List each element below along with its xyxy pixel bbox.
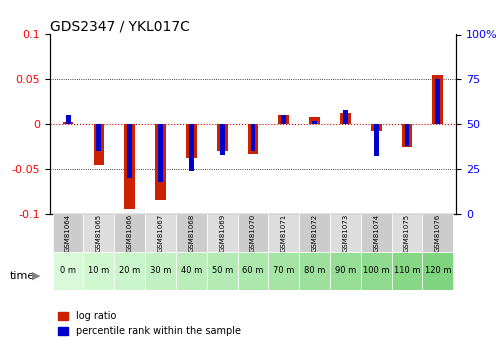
FancyBboxPatch shape: [330, 214, 361, 252]
Text: GSM81069: GSM81069: [219, 214, 225, 252]
Text: 120 m: 120 m: [425, 266, 451, 275]
FancyBboxPatch shape: [268, 214, 299, 252]
FancyBboxPatch shape: [238, 252, 268, 290]
Text: 30 m: 30 m: [150, 266, 171, 275]
Bar: [405, 124, 409, 146]
FancyBboxPatch shape: [207, 214, 238, 252]
FancyBboxPatch shape: [299, 252, 330, 290]
FancyBboxPatch shape: [83, 252, 114, 290]
Text: 60 m: 60 m: [242, 266, 264, 275]
Text: 40 m: 40 m: [181, 266, 202, 275]
Bar: [124, 124, 135, 209]
Text: 50 m: 50 m: [211, 266, 233, 275]
Bar: [65, 115, 70, 124]
Text: GSM81071: GSM81071: [281, 214, 287, 252]
Bar: [281, 115, 286, 124]
Text: GSM81066: GSM81066: [126, 214, 133, 252]
Text: GSM81073: GSM81073: [342, 214, 348, 252]
Bar: [433, 75, 443, 124]
Bar: [189, 124, 194, 171]
Bar: [343, 110, 348, 124]
Bar: [97, 124, 101, 151]
Bar: [312, 121, 317, 124]
Text: GSM81075: GSM81075: [404, 214, 410, 252]
FancyBboxPatch shape: [330, 252, 361, 290]
Bar: [186, 124, 197, 158]
Bar: [155, 124, 166, 200]
Bar: [158, 124, 163, 181]
FancyBboxPatch shape: [238, 214, 268, 252]
Text: GSM81067: GSM81067: [158, 214, 164, 252]
Bar: [435, 79, 440, 124]
Bar: [278, 115, 289, 124]
FancyBboxPatch shape: [114, 252, 145, 290]
Bar: [371, 124, 381, 131]
FancyBboxPatch shape: [361, 252, 392, 290]
Bar: [94, 124, 104, 165]
FancyBboxPatch shape: [53, 214, 83, 252]
Text: 100 m: 100 m: [363, 266, 389, 275]
Bar: [62, 122, 73, 124]
FancyBboxPatch shape: [176, 214, 207, 252]
FancyBboxPatch shape: [145, 252, 176, 290]
FancyBboxPatch shape: [361, 214, 392, 252]
FancyBboxPatch shape: [83, 214, 114, 252]
Text: GSM81065: GSM81065: [96, 214, 102, 252]
FancyBboxPatch shape: [145, 214, 176, 252]
Text: 90 m: 90 m: [335, 266, 356, 275]
Bar: [340, 114, 351, 124]
Text: time: time: [10, 271, 35, 281]
Text: GSM81064: GSM81064: [65, 214, 71, 252]
Text: GSM81070: GSM81070: [250, 214, 256, 252]
Text: 0 m: 0 m: [60, 266, 76, 275]
Bar: [402, 124, 412, 147]
Text: ▶: ▶: [32, 271, 41, 281]
Bar: [127, 124, 132, 178]
Bar: [250, 124, 255, 151]
Text: 70 m: 70 m: [273, 266, 295, 275]
Bar: [220, 124, 225, 155]
Text: 110 m: 110 m: [394, 266, 420, 275]
Bar: [217, 124, 228, 151]
Text: 10 m: 10 m: [88, 266, 110, 275]
FancyBboxPatch shape: [423, 252, 453, 290]
FancyBboxPatch shape: [207, 252, 238, 290]
FancyBboxPatch shape: [114, 214, 145, 252]
FancyBboxPatch shape: [392, 252, 423, 290]
Bar: [374, 124, 378, 157]
Text: GSM81076: GSM81076: [435, 214, 441, 252]
Bar: [309, 117, 320, 124]
Text: 20 m: 20 m: [119, 266, 140, 275]
FancyBboxPatch shape: [176, 252, 207, 290]
FancyBboxPatch shape: [53, 252, 83, 290]
Text: GSM81068: GSM81068: [188, 214, 194, 252]
Text: GSM81074: GSM81074: [373, 214, 379, 252]
Legend: log ratio, percentile rank within the sample: log ratio, percentile rank within the sa…: [55, 307, 245, 340]
Bar: [248, 124, 258, 154]
FancyBboxPatch shape: [299, 214, 330, 252]
FancyBboxPatch shape: [268, 252, 299, 290]
Text: GSM81072: GSM81072: [311, 214, 317, 252]
FancyBboxPatch shape: [392, 214, 423, 252]
Text: GDS2347 / YKL017C: GDS2347 / YKL017C: [50, 19, 189, 33]
FancyBboxPatch shape: [423, 214, 453, 252]
Text: 80 m: 80 m: [304, 266, 325, 275]
